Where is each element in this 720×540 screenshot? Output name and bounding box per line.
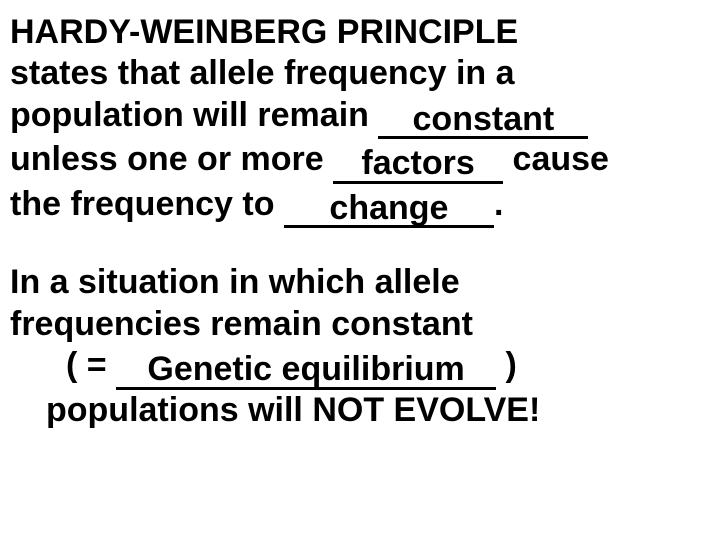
text: populations will NOT EVOLVE! [46,391,540,429]
blank-fill: constant [413,100,555,138]
text: HARDY-WEINBERG PRINCIPLE [10,13,518,51]
text: the frequency to [10,185,284,223]
paragraph-2: In a situation in which allele frequenci… [10,262,710,431]
text: In a situation in which allele [10,263,460,301]
line-5: the frequency to change. [10,184,710,228]
blank-change: change [284,184,494,228]
blank-fill: factors [361,144,474,182]
text: population will remain [10,96,378,134]
text: ) [496,346,517,384]
text: frequencies remain constant [10,305,473,343]
text: unless one or more [10,140,333,178]
text: ( = [66,346,116,384]
line-4: unless one or more factors cause [10,139,710,183]
line-4: populations will NOT EVOLVE! [10,390,710,431]
line-2: frequencies remain constant [10,304,710,345]
slide-content: HARDY-WEINBERG PRINCIPLE states that all… [10,12,710,431]
blank-fill: Genetic equilibrium [147,350,464,388]
text: cause [503,140,609,178]
paragraph-1: HARDY-WEINBERG PRINCIPLE states that all… [10,12,710,228]
blank-factors: factors [333,139,503,183]
line-1: HARDY-WEINBERG PRINCIPLE [10,12,710,53]
line-1: In a situation in which allele [10,262,710,303]
text: states that allele frequency in a [10,54,515,92]
blank-genetic-equilibrium: Genetic equilibrium [116,345,496,389]
text: . [494,185,503,223]
blank-fill: change [329,189,448,227]
line-3: population will remain constant [10,95,710,139]
line-3: ( = Genetic equilibrium ) [10,345,710,389]
blank-constant: constant [378,95,588,139]
line-2: states that allele frequency in a [10,53,710,94]
